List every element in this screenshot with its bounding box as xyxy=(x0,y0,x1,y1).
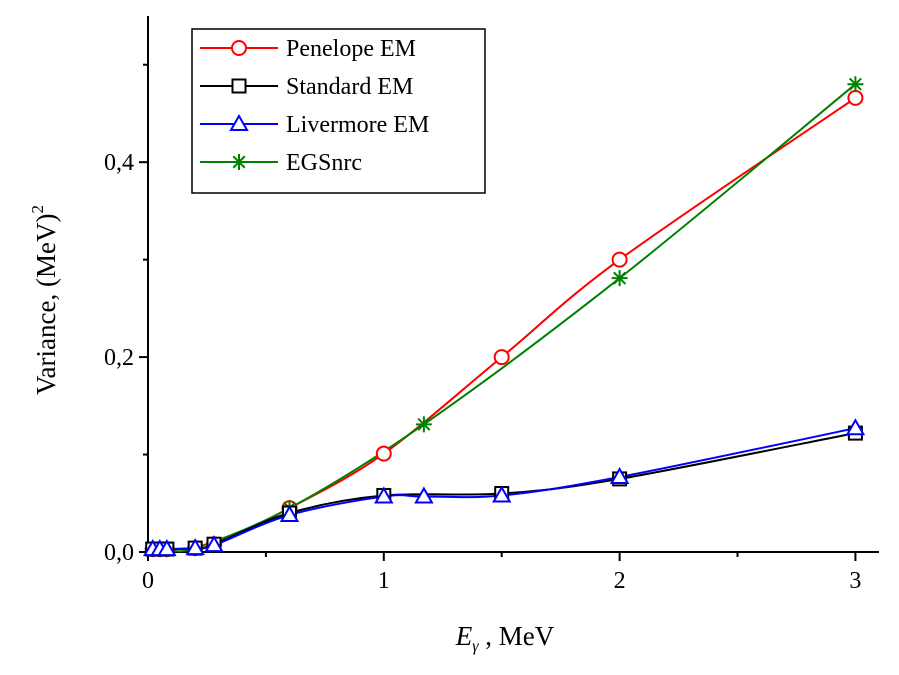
square-marker-shape xyxy=(231,78,247,94)
star-marker xyxy=(415,416,432,433)
triangle-marker xyxy=(157,539,177,557)
triangle-marker-shape xyxy=(845,418,866,436)
circle-marker xyxy=(375,445,392,462)
star-marker xyxy=(847,76,864,93)
triangle-marker-shape xyxy=(157,539,177,557)
star-marker-stroke xyxy=(848,77,862,91)
triangle-marker-shape xyxy=(491,485,512,503)
legend-label: EGSnrc xyxy=(286,150,362,176)
triangle-marker xyxy=(491,485,512,503)
legend-box xyxy=(191,28,486,194)
x-tick-label: 0 xyxy=(142,568,154,594)
star-marker xyxy=(611,270,628,287)
triangle-marker-shape xyxy=(185,538,205,556)
triangle-marker-shape xyxy=(609,466,630,484)
legend-entry: Standard EM xyxy=(200,74,413,100)
legend-entry: Penelope EM xyxy=(200,36,416,62)
star-marker-stroke xyxy=(232,155,246,169)
series-layer xyxy=(142,76,866,558)
star-marker xyxy=(231,154,247,170)
triangle-marker-shape xyxy=(204,535,224,553)
triangle-marker xyxy=(374,486,394,504)
triangle-marker xyxy=(845,418,866,436)
legend-label: Livermore EM xyxy=(286,112,429,138)
circle-marker-shape xyxy=(847,89,864,106)
triangle-marker xyxy=(229,113,249,131)
triangle-marker-shape xyxy=(414,486,434,504)
legend-label: Penelope EM xyxy=(286,36,416,62)
x-tick-label: 3 xyxy=(849,568,861,594)
circle-marker xyxy=(231,40,247,56)
legend-label: Standard EM xyxy=(286,74,413,100)
x-axis-title: Eγ , MeV xyxy=(455,621,555,655)
circle-marker-shape xyxy=(231,40,247,56)
triangle-marker xyxy=(609,466,630,484)
triangle-marker xyxy=(279,504,300,522)
star-marker-stroke xyxy=(613,271,627,285)
y-tick-label: 0,0 xyxy=(104,540,134,566)
legend: Penelope EM Standard EM Livermore EM EGSnrc xyxy=(191,28,486,194)
circle-marker-shape xyxy=(375,445,392,462)
circle-marker-shape xyxy=(493,349,510,366)
triangle-marker xyxy=(414,486,434,504)
circle-marker-shape xyxy=(611,251,628,268)
triangle-marker-shape xyxy=(279,504,300,522)
x-tick-label: 2 xyxy=(614,568,626,594)
circle-marker xyxy=(493,349,510,366)
triangle-marker-shape xyxy=(229,113,249,131)
legend-entry: EGSnrc xyxy=(200,150,362,176)
y-axis-title: Variance, (MeV)2 xyxy=(28,205,61,395)
triangle-marker xyxy=(204,535,224,553)
circle-marker xyxy=(611,251,628,268)
circle-marker xyxy=(847,89,864,106)
legend-entry: Livermore EM xyxy=(200,112,429,138)
x-tick-label: 1 xyxy=(378,568,390,594)
y-tick-label: 0,4 xyxy=(104,150,134,176)
y-tick-label: 0,2 xyxy=(104,345,134,371)
triangle-marker-shape xyxy=(374,486,394,504)
square-marker xyxy=(231,78,247,94)
axes: 0 1 2 3 0,0 0,2 0,4 xyxy=(104,16,879,594)
triangle-marker xyxy=(185,538,205,556)
star-marker-stroke xyxy=(417,417,431,431)
